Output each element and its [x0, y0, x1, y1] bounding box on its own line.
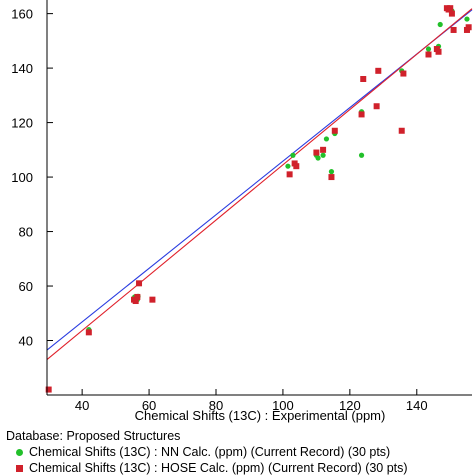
legend-entry-nn-label: Chemical Shifts (13C) : NN Calc. (ppm) (… — [29, 445, 391, 459]
data-points — [45, 5, 472, 393]
legend-entry-hose: Chemical Shifts (13C) : HOSE Calc. (ppm)… — [6, 460, 408, 476]
hose-point-1 — [85, 329, 92, 336]
nn-point-15 — [328, 169, 335, 175]
hose-point-3 — [132, 298, 139, 305]
hose-point-14 — [358, 111, 365, 118]
y-tick-label-120: 120 — [11, 116, 33, 131]
fit-line-hose — [46, 8, 473, 361]
nn-point-26 — [437, 21, 443, 28]
nn-point-7 — [285, 163, 291, 169]
hose-point-6 — [149, 296, 156, 303]
y-tick-label-100: 100 — [11, 170, 33, 185]
x-tick-label-100: 100 — [272, 398, 294, 413]
legend-database-label: Database: Proposed Structures — [6, 428, 408, 444]
y-tick-label-160: 160 — [11, 7, 33, 22]
hose-point-16 — [373, 103, 380, 110]
hose-point-18 — [398, 127, 405, 134]
axis-ticks: 40 60 80 100 120 140 40 60 80 100 120 140 160 — [11, 7, 427, 413]
hose-point-19 — [400, 70, 407, 77]
hose-point-27 — [450, 26, 457, 33]
nn-point-13 — [320, 152, 326, 158]
nn-point-24 — [425, 46, 432, 52]
x-tick-label-140: 140 — [406, 398, 428, 413]
hose-point-29 — [465, 24, 472, 31]
y-tick-label-140: 140 — [11, 61, 33, 76]
nn-point-14 — [323, 136, 330, 142]
database-label-text: Database: Proposed Structures — [6, 429, 181, 443]
y-tick-label-80: 80 — [19, 225, 33, 240]
x-tick-label-60: 60 — [142, 398, 156, 413]
hose-point-20 — [425, 51, 432, 58]
red-square-icon — [16, 464, 23, 472]
y-tick-label-60: 60 — [19, 279, 33, 294]
hose-point-0 — [45, 386, 52, 393]
hose-point-10 — [313, 149, 320, 156]
x-tick-label-120: 120 — [339, 398, 361, 413]
hose-point-13 — [331, 127, 338, 134]
hose-point-22 — [435, 48, 442, 55]
legend-entry-nn: Chemical Shifts (13C) : NN Calc. (ppm) (… — [6, 444, 408, 460]
hose-point-5 — [136, 280, 143, 287]
nn-point-17 — [358, 152, 365, 158]
hose-point-26 — [448, 10, 455, 17]
legend: Database: Proposed Structures Chemical S… — [6, 428, 408, 476]
hose-point-11 — [320, 146, 327, 153]
legend-entry-hose-label: Chemical Shifts (13C) : HOSE Calc. (ppm)… — [29, 461, 408, 475]
plot-axes — [46, 0, 472, 396]
x-axis-title: Chemical Shifts (13C) : Experimental (pp… — [135, 408, 386, 423]
hose-point-12 — [328, 174, 335, 181]
x-tick-label-80: 80 — [209, 398, 223, 413]
hose-point-4 — [134, 293, 141, 300]
hose-point-17 — [375, 67, 382, 74]
y-tick-label-40: 40 — [19, 334, 33, 349]
nn-point-8 — [290, 152, 296, 158]
hose-point-7 — [286, 171, 293, 178]
green-dot-icon — [16, 448, 23, 456]
hose-point-9 — [293, 163, 300, 170]
hose-point-15 — [360, 76, 367, 82]
x-tick-label-40: 40 — [75, 398, 89, 413]
fit-lines — [46, 8, 473, 361]
nn-point-12 — [315, 155, 321, 161]
nn-point-29 — [464, 16, 470, 22]
hose-point-25 — [447, 5, 454, 12]
